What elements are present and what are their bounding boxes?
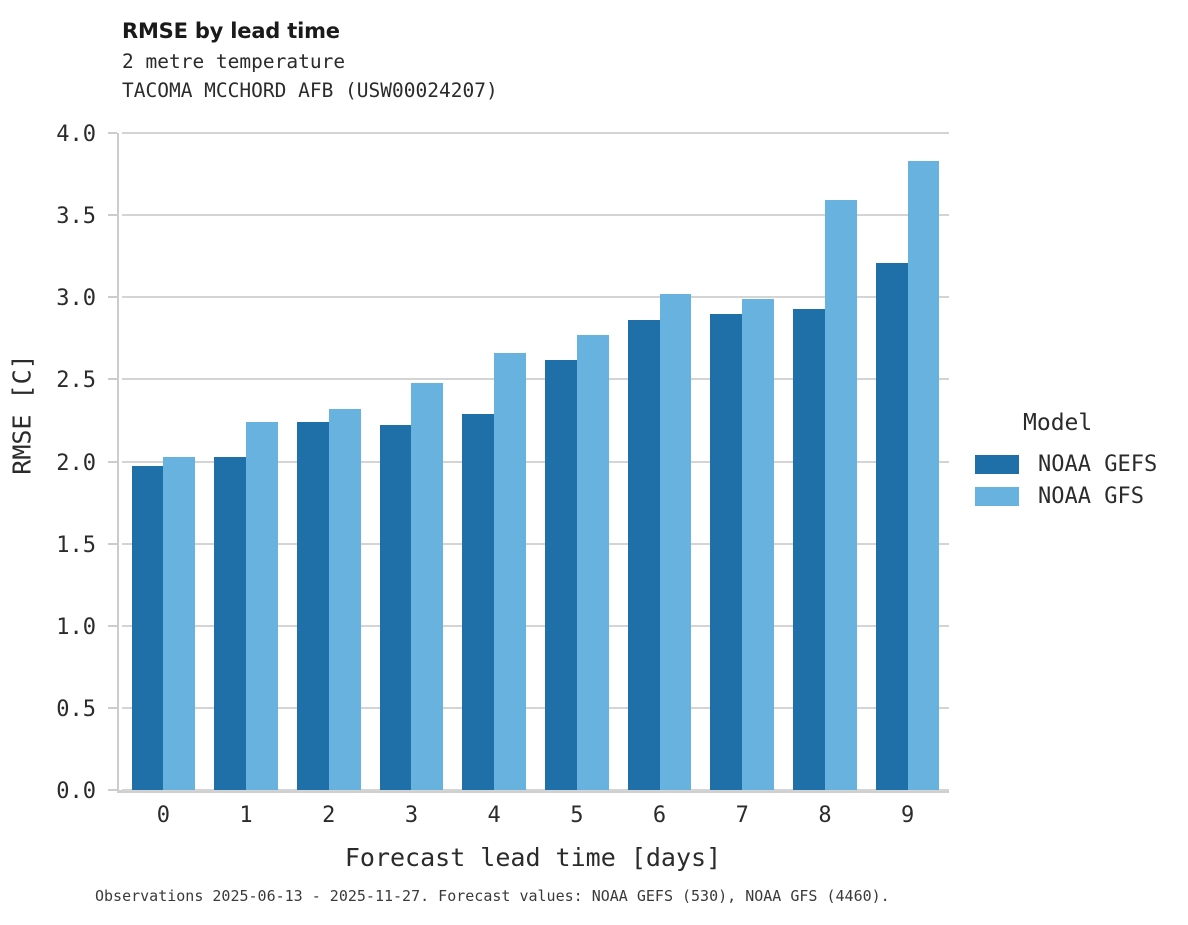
gridline	[122, 132, 949, 134]
y-tick-label: 2.5	[56, 368, 96, 394]
x-tick-label: 8	[818, 803, 832, 828]
legend-title: Model	[1023, 410, 1093, 436]
bar-noaa-gefs-day-2	[296, 422, 329, 790]
legend: Model NOAA GEFS NOAA GFS	[975, 410, 1157, 512]
bar-noaa-gfs-day-1	[246, 422, 278, 790]
x-tick-label: 7	[735, 803, 749, 828]
bar-noaa-gefs-day-0	[131, 466, 164, 790]
bar-noaa-gfs-day-5	[576, 335, 609, 790]
chart-subtitle: 2 metre temperature	[122, 50, 346, 73]
y-tick-mark	[108, 789, 117, 791]
gridline	[122, 624, 949, 627]
y-tick-label: 4.0	[56, 122, 96, 147]
bar-noaa-gefs-day-9	[875, 262, 908, 790]
bar-noaa-gfs-day-8	[824, 200, 857, 790]
y-tick-label: 0.0	[56, 779, 96, 804]
gridline	[122, 378, 949, 381]
legend-item-label: NOAA GFS	[1038, 483, 1144, 509]
x-tick-label: 9	[901, 803, 915, 828]
y-tick-mark	[108, 542, 117, 545]
x-tick-label: 4	[487, 803, 501, 828]
y-tick-mark	[108, 624, 117, 627]
y-tick-label: 1.0	[56, 614, 96, 640]
gridline	[122, 460, 949, 463]
bar-noaa-gefs-day-6	[627, 320, 660, 790]
bar-noaa-gefs-day-1	[214, 456, 247, 790]
legend-item-noaa-gefs[interactable]: NOAA GEFS	[975, 448, 1157, 480]
legend-swatch-icon	[975, 454, 1019, 474]
y-tick-label: 0.5	[56, 696, 96, 722]
x-tick-label: 2	[322, 803, 336, 828]
footer-note: Observations 2025-06-13 - 2025-11-27. Fo…	[95, 887, 890, 905]
y-tick-mark	[108, 460, 117, 463]
x-tick-label: 5	[570, 803, 584, 828]
legend-entries: NOAA GEFS NOAA GFS	[975, 448, 1157, 512]
bar-noaa-gfs-day-4	[494, 353, 526, 790]
y-axis-spine	[117, 133, 119, 790]
legend-item-noaa-gfs[interactable]: NOAA GFS	[975, 480, 1157, 512]
x-tick-label: 6	[652, 803, 667, 828]
y-tick-label: 3.5	[56, 204, 96, 230]
y-tick-label: 1.5	[56, 532, 96, 558]
bar-noaa-gfs-day-2	[328, 408, 361, 790]
bar-noaa-gfs-day-0	[163, 456, 196, 790]
y-tick-label: 3.0	[56, 286, 96, 312]
page-title: RMSE by lead time	[122, 19, 340, 43]
x-axis-label: Forecast lead time [days]	[344, 843, 722, 872]
y-tick-mark	[108, 378, 117, 381]
gridline	[122, 706, 949, 709]
chart-station-label: TACOMA MCCHORD AFB (USW00024207)	[122, 79, 498, 102]
bar-noaa-gefs-day-8	[793, 308, 825, 790]
bar-noaa-gefs-day-7	[710, 313, 743, 790]
gridline	[122, 789, 949, 791]
y-tick-mark	[108, 214, 117, 217]
y-tick-mark	[108, 296, 117, 299]
bar-noaa-gefs-day-3	[379, 425, 412, 790]
y-tick-mark	[108, 706, 117, 709]
bar-noaa-gfs-day-7	[742, 298, 775, 790]
bar-noaa-gefs-day-4	[462, 413, 495, 790]
legend-swatch-icon	[975, 486, 1019, 506]
gridline	[122, 214, 949, 217]
x-tick-label: 1	[239, 803, 253, 828]
title-block: RMSE by lead time 2 metre temperature TA…	[122, 18, 922, 105]
y-tick-label: 2.0	[56, 450, 96, 476]
y-tick-mark	[108, 132, 117, 134]
bar-noaa-gfs-day-9	[907, 160, 940, 790]
bar-noaa-gfs-day-6	[659, 293, 692, 790]
y-axis-label: RMSE [C]	[7, 354, 37, 475]
x-tick-label: 3	[404, 803, 419, 828]
x-tick-label: 0	[156, 803, 170, 828]
bar-noaa-gefs-day-5	[545, 359, 577, 790]
gridline	[122, 296, 949, 299]
legend-item-label: NOAA GEFS	[1038, 451, 1158, 477]
gridline	[122, 542, 949, 545]
x-axis-spine	[117, 790, 949, 793]
plot-area	[122, 132, 949, 791]
bar-noaa-gfs-day-3	[411, 382, 444, 790]
